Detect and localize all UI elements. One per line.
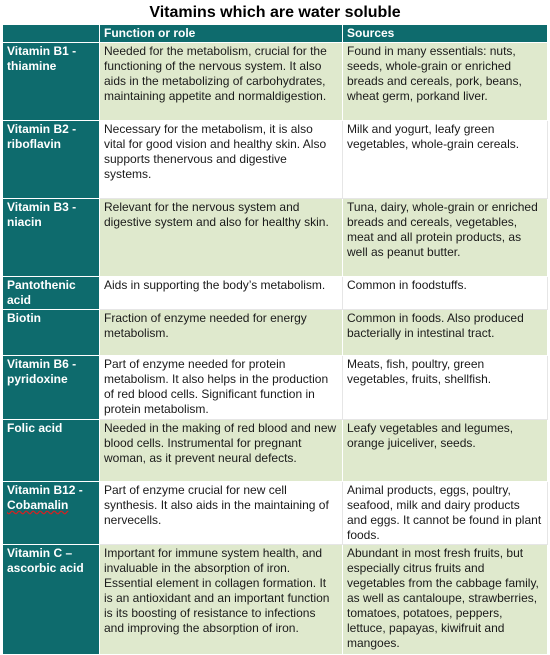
vitamin-name: Biotin: [2, 309, 100, 356]
function-cell: Part of enzyme needed for protein metabo…: [99, 355, 343, 420]
table-row: Biotin Fraction of enzyme needed for ene…: [2, 309, 548, 356]
vitamin-name: Vitamin B12 - Cobamalin: [2, 481, 100, 545]
vitamin-name: Folic acid: [2, 419, 100, 482]
sources-cell: Found in many essentials: nuts, seeds, w…: [342, 42, 548, 121]
table-row: Vitamin C – ascorbic acid Important for …: [2, 544, 548, 655]
table-row: Vitamin B2 - riboflavin Necessary for th…: [2, 120, 548, 199]
sources-cell: Tuna, dairy, whole-grain or enriched bre…: [342, 198, 548, 277]
vitamin-name: Vitamin B2 - riboflavin: [2, 120, 100, 199]
table-row: Vitamin B12 - Cobamalin Part of enzyme c…: [2, 481, 548, 545]
function-cell: Fraction of enzyme needed for energy met…: [99, 309, 343, 356]
table-row: Vitamin B1 - thiamine Needed for the met…: [2, 42, 548, 121]
vitamin-name: Vitamin C – ascorbic acid: [2, 544, 100, 655]
table-body: Vitamin B1 - thiamine Needed for the met…: [2, 42, 548, 655]
sources-cell: Milk and yogurt, leafy green vegetables,…: [342, 120, 548, 199]
table-header: Function or role Sources: [2, 24, 548, 43]
function-cell: Needed in the making of red blood and ne…: [99, 419, 343, 482]
sources-cell: Abundant in most fresh fruits, but espec…: [342, 544, 548, 655]
table-row: Vitamin B3 - niacin Relevant for the ner…: [2, 198, 548, 277]
table-row: Folic acid Needed in the making of red b…: [2, 419, 548, 482]
sources-cell: Leafy vegetables and legumes, orange jui…: [342, 419, 548, 482]
header-row: Function or role Sources: [2, 24, 548, 43]
function-cell: Part of enzyme crucial for new cell synt…: [99, 481, 343, 545]
vitamin-name: Vitamin B1 - thiamine: [2, 42, 100, 121]
function-cell: Needed for the metabolism, crucial for t…: [99, 42, 343, 121]
function-cell: Aids in supporting the body’s metabolism…: [99, 276, 343, 310]
header-sources: Sources: [342, 24, 548, 43]
sources-cell: Common in foods. Also produced bacterial…: [342, 309, 548, 356]
function-cell: Necessary for the metabolism, it is also…: [99, 120, 343, 199]
vitamin-name: Pantothenic acid: [2, 276, 100, 310]
vitamin-name: Vitamin B3 - niacin: [2, 198, 100, 277]
function-cell: Important for immune system health, and …: [99, 544, 343, 655]
table-title: Vitamins which are water soluble: [149, 4, 401, 21]
vitamins-table: Function or role Sources Vitamin B1 - th…: [2, 24, 548, 655]
header-function: Function or role: [99, 24, 343, 43]
function-cell: Relevant for the nervous system and dige…: [99, 198, 343, 277]
table-row: Pantothenic acid Aids in supporting the …: [2, 276, 548, 310]
header-blank: [2, 24, 100, 43]
sources-cell: Animal products, eggs, poultry, seafood,…: [342, 481, 548, 545]
vitamin-name-part: Vitamin B12 -: [7, 483, 83, 497]
vitamin-name-misspelled: Cobamalin: [7, 498, 69, 512]
vitamin-name: Vitamin B6 - pyridoxine: [2, 355, 100, 420]
sources-cell: Common in foodstuffs.: [342, 276, 548, 310]
sources-cell: Meats, fish, poultry, green vegetables, …: [342, 355, 548, 420]
table-row: Vitamin B6 - pyridoxine Part of enzyme n…: [2, 355, 548, 420]
